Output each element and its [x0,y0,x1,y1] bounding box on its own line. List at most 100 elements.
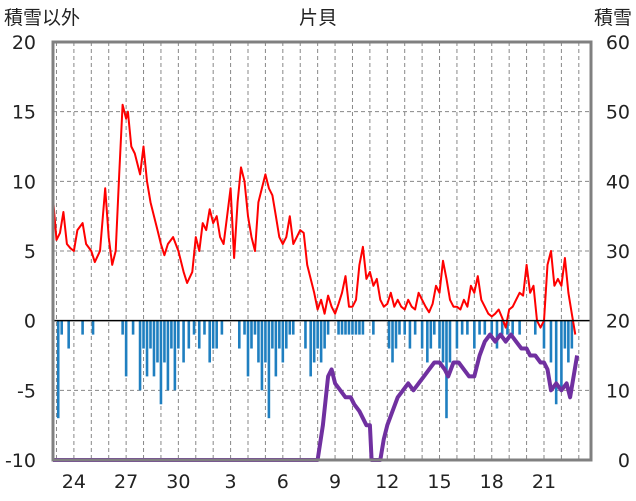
precipitation-bar [518,320,521,335]
plot-frame [51,40,593,462]
precipitation-bar [285,320,288,349]
precipitation-bar [408,320,412,349]
precipitation-bar [549,320,553,363]
precipitation-bar [354,320,358,335]
right-tick-label: 0 [618,450,630,472]
plot-border [51,40,593,462]
precipitation-bar [131,320,135,335]
precipitation-bar [291,320,295,335]
precipitation-bar [394,320,398,349]
precipitation-bar [220,320,224,335]
left-tick-label: 20 [12,32,36,54]
precipitation-bar [533,320,537,335]
precipitation-bar [264,320,267,363]
precipitation-bar [506,320,509,335]
right-tick-label: 50 [606,102,630,124]
precipitation-bar [203,320,206,335]
precipitation-bar [478,320,481,335]
precipitation-bar [124,320,128,377]
precipitation-bar [166,320,170,391]
precipitation-bar [448,320,452,363]
x-tick-label: 27 [114,471,138,493]
precipitation-bars [56,320,574,419]
precipitation-bar [466,320,469,335]
precipitation-bar [237,320,241,349]
precipitation-bar [567,320,570,363]
precipitation-bar [56,320,60,419]
grid [53,42,591,460]
precipitation-bar [344,320,347,335]
precipitation-bar [340,320,344,335]
precipitation-bar [319,320,323,363]
x-tick-label: 30 [166,471,190,493]
temperature-line [52,103,577,335]
x-tick-label: 3 [225,471,237,493]
left-tick-label: 15 [12,102,36,124]
x-tick-label: 21 [532,471,556,493]
precipitation-bar [215,320,218,349]
precipitation-bar [542,320,546,349]
precipitation-bar [177,320,180,349]
left-tick-label: 0 [24,311,36,333]
precipitation-bar [142,320,145,349]
precipitation-bar [281,320,285,363]
right-tick-label: 20 [606,311,630,333]
precipitation-bar [208,320,211,363]
precipitation-bar [323,320,326,349]
precipitation-bar [554,320,558,405]
precipitation-bar [391,320,394,363]
precipitation-bar [138,320,142,391]
x-tick-label: 24 [62,471,86,493]
precipitation-bar [81,320,84,335]
precipitation-bar [403,320,407,335]
right-tick-label: 40 [606,171,630,193]
precipitation-bar [192,320,196,335]
precipitation-bar [91,320,95,335]
precipitation-bar [372,320,375,335]
precipitation-bar [246,320,250,377]
right-axis-label: 積雪 [594,7,632,29]
precipitation-bar [483,320,487,335]
precipitation-bar [560,320,563,391]
precipitation-bar [288,320,292,335]
right-tick-label: 10 [606,380,630,402]
precipitation-bar [253,320,257,335]
precipitation-bar [429,320,433,349]
precipitation-bar [267,320,271,419]
precipitation-bar [60,320,64,335]
precipitation-bar [511,320,514,335]
right-tick-label: 30 [606,241,630,263]
snow_depth-line [53,332,580,462]
precipitation-bar [347,320,351,335]
precipitation-bar [455,320,459,349]
precipitation-bar [433,320,436,335]
precipitation-bar [358,320,361,335]
precipitation-bar [250,320,253,349]
precipitation-bar [274,320,278,377]
precipitation-bar [67,320,70,349]
precipitation-bar [420,320,424,349]
precipitation-bar [173,320,177,391]
precipitation-bar [326,320,330,335]
left-tick-label: 10 [12,171,36,193]
precipitation-bar [187,320,191,349]
precipitation-bar [337,320,340,335]
precipitation-bar [351,320,354,335]
precipitation-bar [398,320,401,335]
x-tick-label: 15 [427,471,451,493]
left-tick-label: -5 [17,380,36,402]
precipitation-bar [197,320,201,349]
precipitation-bar [163,320,166,363]
precipitation-bar [260,320,264,391]
left-axis-label: 積雪以外 [4,7,80,29]
precipitation-bar [563,320,567,349]
precipitation-bar [156,320,159,363]
precipitation-bar [361,320,365,335]
precipitation-bar [438,320,441,349]
precipitation-bar [182,320,185,363]
x-tick-label: 6 [277,471,289,493]
precipitation-bar [309,320,312,377]
x-tick-label: 9 [329,471,341,493]
